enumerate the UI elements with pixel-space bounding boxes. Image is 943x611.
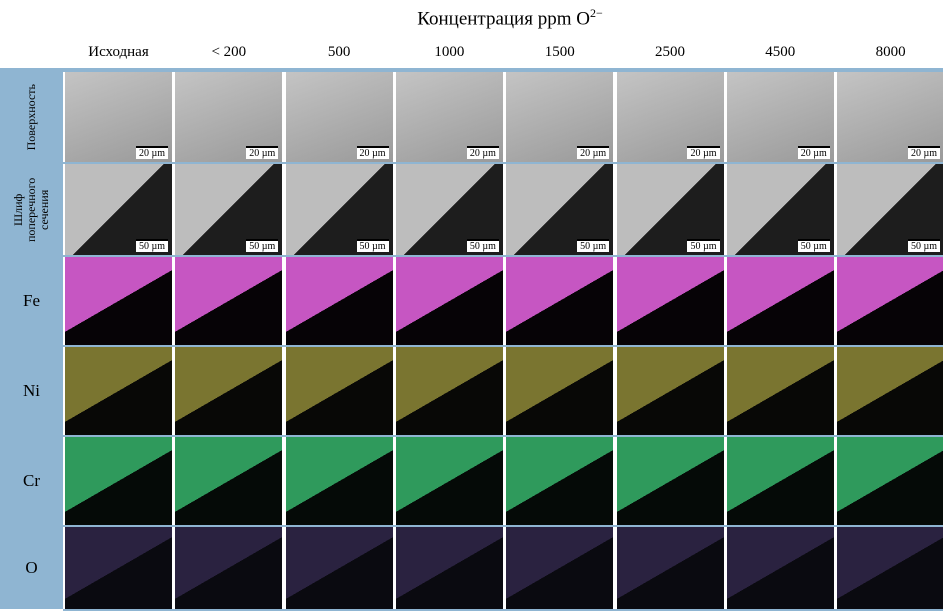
micrograph: 50 µm (506, 164, 613, 255)
micrograph (175, 257, 282, 345)
scale-bar: 20 µm (577, 146, 609, 159)
micrograph: 50 µm (286, 164, 393, 255)
row-label-text: Fe (23, 291, 40, 311)
micrograph: 20 µm (175, 72, 282, 162)
micrograph (617, 437, 724, 525)
scale-bar: 50 µm (577, 239, 609, 252)
row-label-text: Поверхность (25, 84, 38, 150)
scale-bar: 20 µm (357, 146, 389, 159)
scale-bar: 20 µm (246, 146, 278, 159)
scale-bar: 50 µm (136, 239, 168, 252)
micrograph (837, 437, 943, 525)
micrograph (286, 527, 393, 609)
micrograph (506, 257, 613, 345)
micrograph (286, 257, 393, 345)
micrograph: 20 µm (286, 72, 393, 162)
row-label: Шлиф поперечного сечения (0, 164, 63, 255)
micrograph (506, 527, 613, 609)
micrograph: 20 µm (617, 72, 724, 162)
row-label-text: O (25, 558, 37, 578)
micrograph: 20 µm (506, 72, 613, 162)
micrograph (727, 527, 834, 609)
micrograph (175, 527, 282, 609)
row-label: Поверхность (0, 72, 63, 162)
micrograph (175, 347, 282, 435)
micrograph (65, 527, 172, 609)
scale-bar: 50 µm (908, 239, 940, 252)
scale-bar: 50 µm (246, 239, 278, 252)
scale-bar: 50 µm (798, 239, 830, 252)
scale-bar: 20 µm (908, 146, 940, 159)
micrograph (727, 347, 834, 435)
micrograph (727, 437, 834, 525)
scale-bar: 50 µm (357, 239, 389, 252)
micrograph: 50 µm (396, 164, 503, 255)
column-header: 4500 (727, 44, 834, 61)
figure-title: Концентрация ppm O2− (300, 6, 720, 30)
micrograph (286, 347, 393, 435)
micrograph (286, 437, 393, 525)
column-header: Исходная (65, 44, 172, 61)
row-label-text: Ni (23, 381, 40, 401)
column-header: 1500 (506, 44, 613, 61)
micrograph (617, 347, 724, 435)
column-header: 1000 (396, 44, 503, 61)
micrograph (396, 437, 503, 525)
micrograph (396, 527, 503, 609)
scale-bar: 20 µm (798, 146, 830, 159)
title-superscript: 2− (590, 6, 603, 20)
row-label: Fe (0, 257, 63, 345)
micrograph (175, 437, 282, 525)
micrograph (727, 257, 834, 345)
micrograph (65, 347, 172, 435)
row-label-text: Шлиф поперечного сечения (12, 170, 51, 250)
micrograph: 50 µm (617, 164, 724, 255)
scale-bar: 20 µm (687, 146, 719, 159)
row-label: Ni (0, 347, 63, 435)
micrograph (617, 527, 724, 609)
figure: Концентрация ppm O2− Исходная< 200500100… (0, 0, 943, 609)
scale-bar: 20 µm (467, 146, 499, 159)
row-label-text: Cr (23, 471, 40, 491)
scale-bar: 50 µm (467, 239, 499, 252)
micrograph: 20 µm (396, 72, 503, 162)
micrograph: 50 µm (175, 164, 282, 255)
micrograph (65, 257, 172, 345)
micrograph: 50 µm (727, 164, 834, 255)
column-header: 8000 (837, 44, 943, 61)
micrograph (396, 347, 503, 435)
row-label: Cr (0, 437, 63, 525)
micrograph: 20 µm (65, 72, 172, 162)
column-header: < 200 (175, 44, 282, 61)
micrograph (837, 347, 943, 435)
title-text: Концентрация ppm O (417, 8, 590, 29)
micrograph (617, 257, 724, 345)
micrograph (65, 437, 172, 525)
micrograph: 50 µm (65, 164, 172, 255)
micrograph (506, 437, 613, 525)
row-label: O (0, 527, 63, 609)
scale-bar: 50 µm (687, 239, 719, 252)
micrograph: 50 µm (837, 164, 943, 255)
micrograph: 20 µm (727, 72, 834, 162)
micrograph (837, 527, 943, 609)
micrograph (506, 347, 613, 435)
column-header: 500 (286, 44, 393, 61)
micrograph: 20 µm (837, 72, 943, 162)
column-header: 2500 (617, 44, 724, 61)
scale-bar: 20 µm (136, 146, 168, 159)
micrograph (396, 257, 503, 345)
micrograph (837, 257, 943, 345)
